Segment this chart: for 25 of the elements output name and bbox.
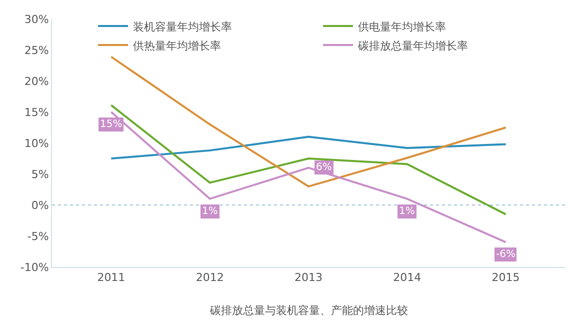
legend-label: 装机容量年均增长率 xyxy=(133,20,232,34)
y-tick-label: 20% xyxy=(24,74,49,88)
line-series xyxy=(110,136,507,160)
x-tick-label: 2012 xyxy=(196,271,224,284)
data-label: 1% xyxy=(202,206,218,217)
x-tick-label: 2013 xyxy=(294,271,322,284)
data-label: 6% xyxy=(316,162,332,173)
legend-label: 供热量年均增长率 xyxy=(133,39,222,52)
y-tick-label: 10% xyxy=(24,136,49,150)
y-tick-label: -5% xyxy=(27,230,49,243)
y-tick-label: 15% xyxy=(24,106,49,119)
text: 碳排放总量与装机容量、产能的增速比较 xyxy=(209,304,408,317)
legend-label: 供电量年均增长率 xyxy=(358,20,446,34)
data-label: 15% xyxy=(100,119,122,130)
y-tick-label: 25% xyxy=(24,44,49,57)
y-tick-label: 30% xyxy=(24,12,49,26)
x-tick-label: 2014 xyxy=(393,271,422,284)
y-tick-label: 5% xyxy=(31,168,49,181)
data-label: 1% xyxy=(399,206,415,217)
x-tick-label: 2015 xyxy=(492,271,520,284)
data-label: -6% xyxy=(496,249,516,260)
y-tick-label: 0% xyxy=(31,198,49,212)
y-tick-label: -10% xyxy=(20,260,49,274)
x-tick-label: 2011 xyxy=(97,271,126,284)
legend-label: 碳排放总量年均增长率 xyxy=(357,39,468,52)
